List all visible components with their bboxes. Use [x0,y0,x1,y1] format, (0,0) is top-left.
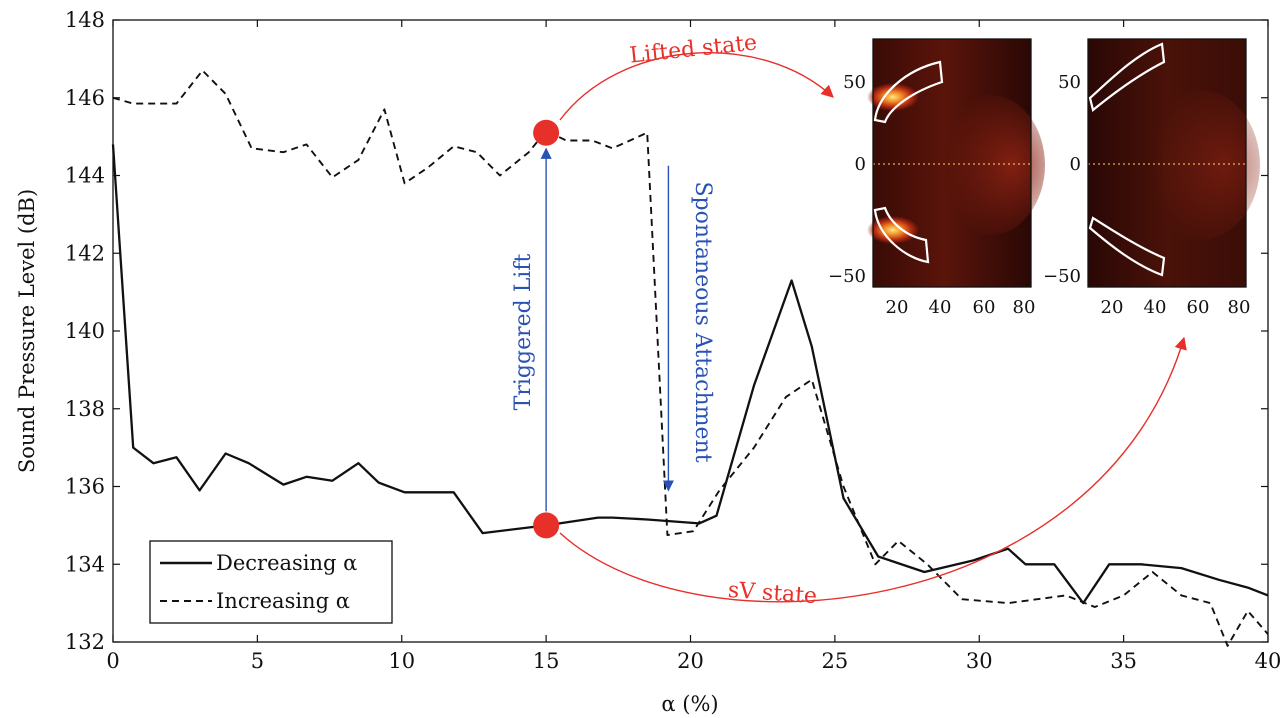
series-group [111,69,1269,647]
y-tick-label: 134 [65,552,105,576]
legend-increasing: Increasing α [216,589,350,613]
legend: Decreasing α Increasing α [149,540,393,624]
inset-sv-contour-top [1088,42,1166,112]
y-tick-label: 138 [65,397,105,421]
legend-box [149,540,393,624]
inset-sv-ytick-50: 50 [1058,72,1081,93]
y-tick-label: 136 [65,475,105,499]
x-tick-label: 15 [533,649,560,673]
inset-lifted-contour-bottom [873,206,930,264]
legend-decreasing: Decreasing α [216,551,357,575]
x-tick-label: 35 [1110,649,1137,673]
y-tick-label: 146 [65,86,105,110]
y-tick-label: 140 [65,319,105,343]
x-tick-label: 30 [966,649,993,673]
x-tick-label: 40 [1255,649,1282,673]
inset-lifted-ytick-0: 0 [855,154,866,175]
inset-lifted-hotspot-bottom [867,216,919,244]
inset-lifted-xtick-20: 20 [886,297,909,318]
y-tick-label: 144 [65,164,105,188]
lifted-state-arrow [559,52,834,121]
triggered-lift-label: Triggered Lift [511,254,536,411]
inset-lifted-xtick-60: 60 [973,297,996,318]
inset-lifted-core [935,95,1045,235]
sv-state-marker [533,512,560,539]
inset-sv-contour-bottom [1088,216,1166,277]
x-tick-label: 5 [251,649,264,673]
inset-lifted-contour-top [873,60,944,124]
inset-sv-ytick-0: 0 [1070,154,1081,175]
inset-sv-xtick-40: 40 [1144,297,1167,318]
inset-sv-ytick-m50: −50 [1043,266,1081,287]
inset-lifted-ytick-m50: −50 [828,266,866,287]
inset-lifted-xtick-80: 80 [1013,297,1036,318]
decreasing-series-line [111,144,1269,605]
x-tick-label: 10 [388,649,415,673]
inset-lifted-frame [872,38,1032,288]
inset-sv-xtick-20: 20 [1101,297,1124,318]
spontaneous-attachment-label: Spontaneous Attachment [690,181,715,462]
lifted-state-marker [533,119,560,146]
inset-sv-core [1140,90,1260,240]
y-tick-label: 148 [65,8,105,32]
inset-lifted: 50 0 −50 20 40 60 80 [828,38,1045,318]
inset-lifted-ytick-50: 50 [843,72,866,93]
axis-ticks [112,19,1269,643]
axis-tick-labels: 0 5 10 15 20 25 30 35 40 132 134 136 138 140 142 144 146… [65,8,1281,673]
y-tick-label: 132 [65,630,105,654]
sv-state-label: sV state [727,578,818,609]
x-axis-label: α (%) [661,692,718,716]
inset-lifted-xtick-40: 40 [929,297,952,318]
y-tick-label: 142 [65,241,105,265]
lifted-state-label: Lifted state [628,30,758,68]
x-tick-label: 0 [106,649,119,673]
inset-sv-frame [1087,38,1247,288]
y-axis-label: Sound Pressure Level (dB) [15,189,39,473]
inset-sv: 50 0 −50 20 40 60 80 [1043,38,1260,318]
increasing-series-line [112,69,1269,647]
sv-state-arrow [559,336,1187,603]
x-tick-label: 25 [822,649,849,673]
inset-sv-xtick-60: 60 [1187,297,1210,318]
inset-sv-xtick-80: 80 [1228,297,1251,318]
x-tick-label: 20 [677,649,704,673]
